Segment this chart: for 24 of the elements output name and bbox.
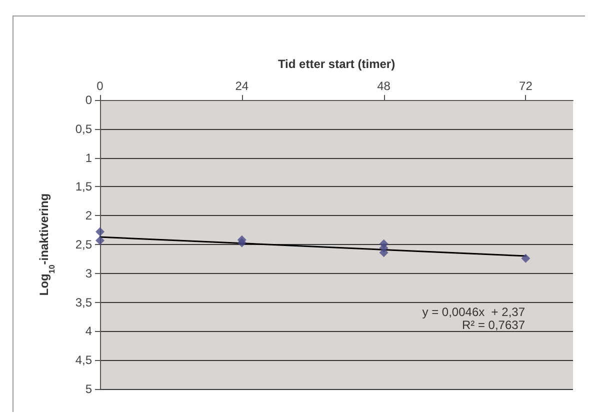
y-tick-label: 4 — [85, 324, 92, 338]
y-tick-label: 5 — [85, 382, 92, 396]
y-tick-label: 4,5 — [75, 353, 92, 368]
y-tick-label: 2,5 — [75, 238, 92, 252]
point — [379, 248, 388, 258]
y-tick-label: 3 — [85, 266, 92, 280]
annotation: y = 0,0046x + 2,37 — [422, 305, 526, 319]
annotation: R² = 0,7637 — [462, 318, 526, 332]
y-tick-label: 0,5 — [75, 122, 92, 136]
y-tick-label: 2 — [85, 208, 92, 223]
x-tick-label: 24 — [235, 79, 249, 93]
x-tick-label: 72 — [519, 79, 533, 93]
point — [96, 227, 104, 236]
x-tick-label: 48 — [377, 79, 391, 93]
x-axis-title: Tid etter start (timer) — [278, 57, 396, 71]
point — [237, 238, 246, 248]
point — [96, 236, 104, 245]
point — [521, 254, 530, 263]
y-tick-label: 0 — [85, 93, 92, 107]
x-tick-label: 0 — [96, 79, 104, 93]
y-axis-title: Log10-inaktivering — [37, 193, 56, 296]
y-tick-label: 1 — [85, 150, 92, 165]
y-tick-label: 1,5 — [75, 180, 92, 194]
y-tick-label: 3,5 — [75, 295, 92, 310]
